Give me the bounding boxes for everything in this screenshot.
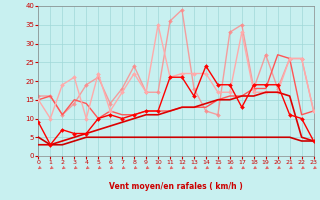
X-axis label: Vent moyen/en rafales ( km/h ): Vent moyen/en rafales ( km/h ) — [109, 182, 243, 191]
